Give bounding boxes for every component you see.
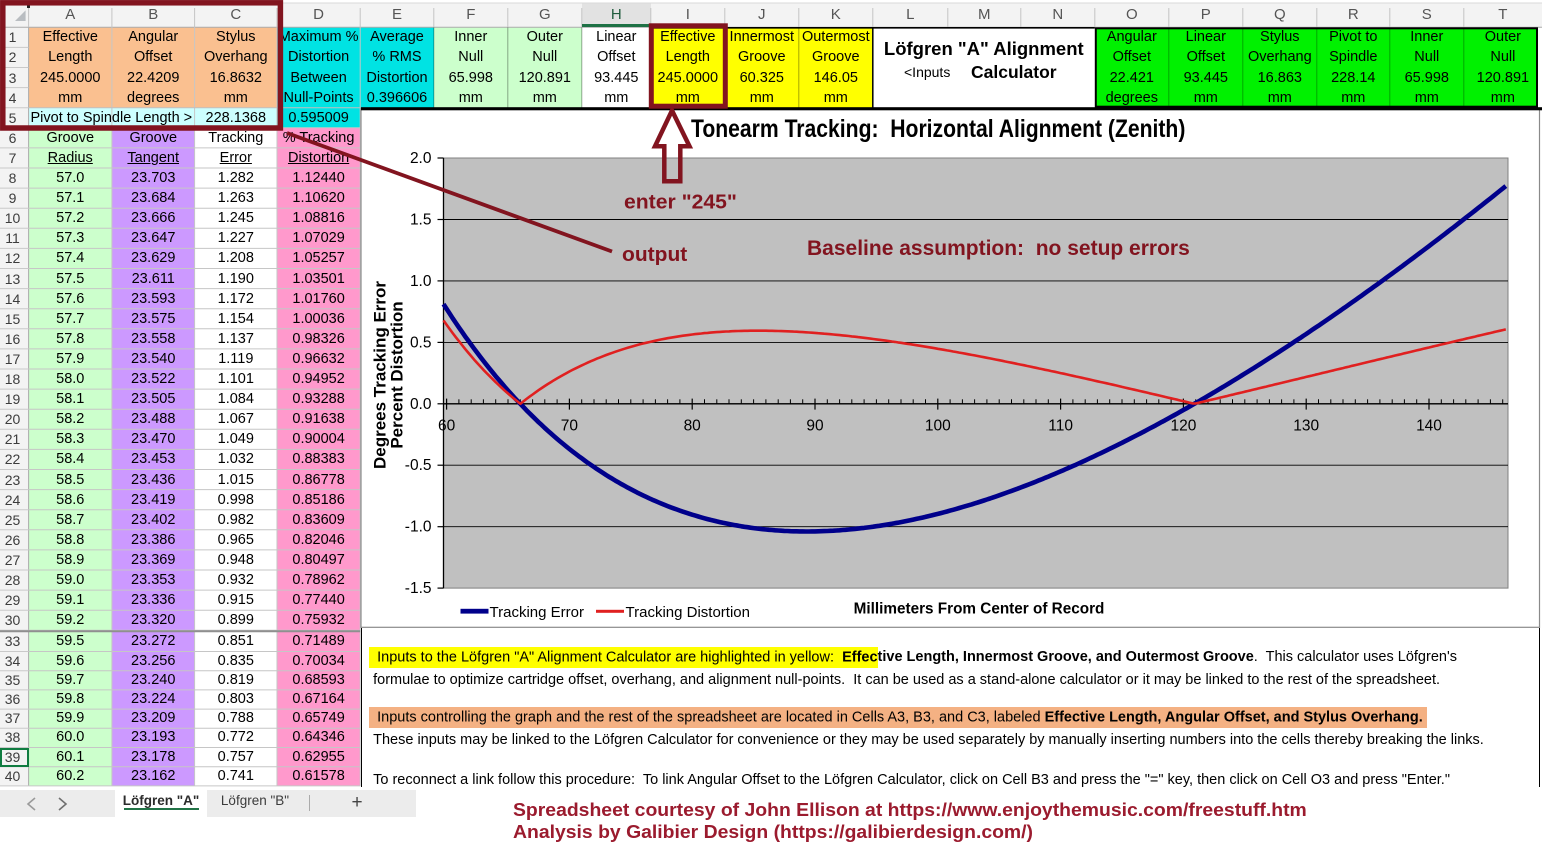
svg-text:130: 130 xyxy=(1293,418,1319,435)
svg-text:110: 110 xyxy=(1048,418,1073,435)
svg-text:output: output xyxy=(622,243,687,265)
svg-text:Millimeters From Center of Rec: Millimeters From Center of Record xyxy=(854,601,1105,618)
svg-text:Tracking Distortion: Tracking Distortion xyxy=(626,604,750,621)
svg-text:2.0: 2.0 xyxy=(410,150,432,167)
svg-text:120: 120 xyxy=(1170,418,1196,435)
svg-text:Tonearm Tracking: Horizontal: Tonearm Tracking: Horizontal Alignment (… xyxy=(691,114,1185,142)
svg-text:80: 80 xyxy=(684,418,702,435)
svg-text:Percent Distortion: Percent Distortion xyxy=(388,301,407,448)
svg-text:-1.5: -1.5 xyxy=(405,580,432,597)
svg-text:140: 140 xyxy=(1416,418,1442,435)
svg-text:enter "245": enter "245" xyxy=(624,191,737,213)
svg-text:Tracking Error: Tracking Error xyxy=(490,604,584,621)
svg-text:0.5: 0.5 xyxy=(410,334,432,351)
svg-text:-1.0: -1.0 xyxy=(405,519,432,536)
svg-text:90: 90 xyxy=(806,418,824,435)
svg-text:1.5: 1.5 xyxy=(410,212,432,229)
svg-text:Degrees Tracking Error: Degrees Tracking Error xyxy=(371,281,390,469)
svg-text:-0.5: -0.5 xyxy=(405,457,432,474)
svg-text:0.0: 0.0 xyxy=(410,396,432,413)
svg-text:Baseline assumption: no setup: Baseline assumption: no setup errors xyxy=(807,237,1190,260)
svg-text:70: 70 xyxy=(561,418,579,435)
svg-text:100: 100 xyxy=(925,418,951,435)
svg-text:60: 60 xyxy=(438,418,456,435)
svg-text:1.0: 1.0 xyxy=(410,273,432,290)
